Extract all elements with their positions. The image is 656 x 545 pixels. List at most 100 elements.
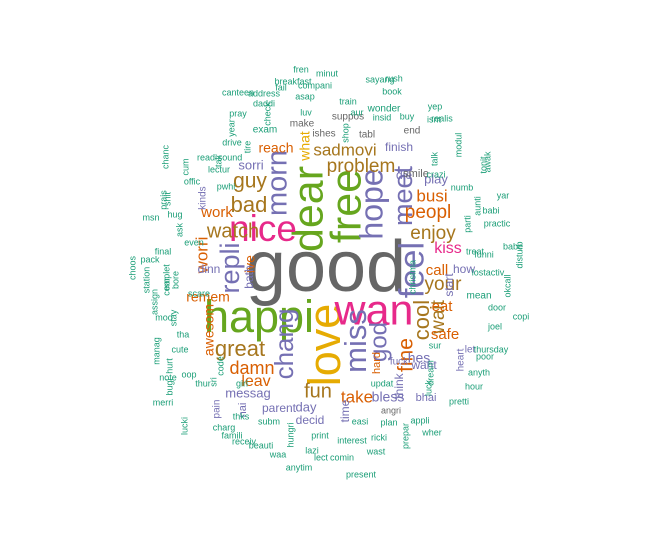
word-book: book (382, 86, 402, 96)
word-stay: stay (168, 309, 178, 326)
word-chanc: chanc (160, 144, 170, 169)
word-final: final (155, 246, 172, 256)
word-manag: manag (151, 337, 161, 365)
word-bugi: bugi (164, 378, 174, 395)
word-meet: meet (388, 165, 418, 226)
word-decid: decid (296, 413, 325, 427)
word-christma: christma (407, 260, 417, 294)
word-hungri: hungri (285, 422, 295, 447)
word-waa: waa (269, 449, 287, 459)
word-your: your (425, 274, 463, 295)
word-sadmovi: sadmovi (313, 140, 376, 159)
word-ive: ive (242, 255, 258, 273)
word-make: make (290, 119, 315, 130)
word-fun: fun (304, 380, 332, 402)
word-thur: thur (195, 378, 211, 388)
word-subm: subm (258, 416, 280, 426)
word-sorri: sorri (238, 157, 263, 172)
word-parent: parent (262, 401, 297, 415)
word-print: print (311, 430, 329, 440)
word-wan: wan (334, 286, 414, 334)
word-tonit: tonit (478, 156, 488, 174)
word-joel: joel (487, 321, 502, 331)
word-parti: parti (462, 215, 472, 233)
word-peopl: peopl (405, 202, 452, 223)
word-yar: yar (497, 190, 510, 200)
word-dear: dear (284, 166, 332, 252)
word-babi: babi (482, 205, 499, 215)
word-breakfast: breakfast (274, 76, 312, 86)
word-shit: shit (162, 192, 172, 207)
word-babe: babe (503, 241, 523, 251)
word-mod: mod (155, 312, 173, 322)
word-copi: copi (513, 311, 530, 321)
word-note: note (159, 372, 177, 382)
word-time: time (338, 399, 352, 422)
word-talk: talk (429, 152, 439, 167)
word-bath: bath (242, 265, 256, 288)
word-practic: practic (484, 218, 511, 228)
word-shop: shop (340, 123, 350, 143)
word-address: address (248, 88, 281, 98)
word-reach: reach (258, 140, 293, 156)
word-love: love (299, 304, 350, 387)
word-bhai: bhai (416, 392, 437, 404)
word-msn: msn (142, 212, 159, 222)
word-thks: thks (233, 411, 250, 421)
word-pretti: pretti (449, 396, 469, 406)
word-okcall: okcall (502, 274, 512, 297)
word-problem: problem (327, 156, 396, 177)
word-happi: happi (204, 291, 314, 342)
word-leav: leav (241, 373, 270, 390)
word-tha: tha (177, 329, 190, 339)
word-asap: asap (295, 91, 315, 101)
word-updat: updat (371, 378, 394, 388)
word-die: die (396, 168, 412, 182)
word-anytim: anytim (286, 462, 313, 472)
word-minut: minut (316, 68, 339, 78)
word-cute: cute (171, 344, 188, 354)
word-exam: exam (253, 125, 277, 136)
word-kiss: kiss (434, 240, 462, 257)
word-wonder: wonder (367, 104, 401, 115)
word-fuck: fuck (390, 357, 409, 368)
word-take: take (341, 387, 373, 406)
word-merri: merri (153, 397, 174, 407)
word-charg: charg (213, 422, 236, 432)
word-awesom: awesom (201, 304, 217, 356)
word-mean: mean (466, 291, 491, 302)
word-yep: yep (428, 101, 443, 111)
word-aunti: aunti (472, 196, 482, 216)
word-insid: insid (373, 112, 392, 122)
word-assign: assign (149, 289, 159, 315)
word-finish: finish (385, 140, 413, 154)
word-buy: buy (400, 111, 415, 121)
word-bad: bad (231, 192, 268, 217)
word-funni: funni (474, 249, 494, 259)
word-wast: wast (366, 446, 386, 456)
word-famili: famili (221, 430, 242, 440)
word-treat: treat (466, 246, 485, 256)
word-eat: eat (432, 298, 454, 315)
word-train: train (339, 96, 357, 106)
word-hes: hes (408, 350, 431, 366)
word-crazi: crazi (426, 169, 445, 179)
word-sayang: sayang (365, 74, 394, 84)
word-lectur: lectur (208, 164, 230, 174)
word-miss: miss (338, 309, 373, 373)
word-isnt: isnt (427, 114, 442, 124)
word-scare: scare (188, 288, 210, 298)
word-complet: complet (161, 264, 171, 296)
word-door: door (488, 302, 506, 312)
word-hug: hug (167, 209, 182, 219)
word-hard: hard (371, 352, 383, 374)
word-bore: bore (170, 271, 180, 289)
word-feel: feel (392, 242, 431, 298)
word-daddi: daddi (253, 98, 275, 108)
word-realis: realis (431, 113, 453, 123)
word-hope: hope (353, 168, 389, 239)
word-wait: wait (428, 299, 449, 335)
word-lucki: lucki (179, 417, 189, 435)
word-fine: fine (395, 338, 418, 372)
